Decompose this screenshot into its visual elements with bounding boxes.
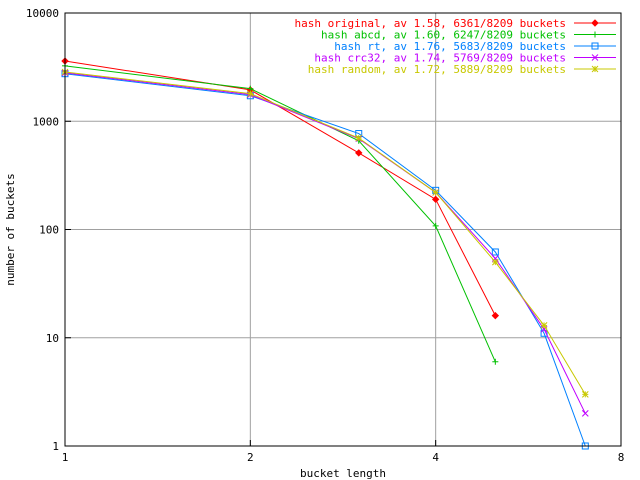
grid [64, 12, 622, 447]
x-tick-label: 4 [432, 451, 439, 464]
data-point [355, 134, 363, 142]
y-tick-label: 10000 [26, 7, 59, 20]
series-2 [62, 62, 499, 365]
data-point [591, 54, 599, 61]
series-3 [61, 70, 589, 450]
legend-item: hash abcd, av 1.60, 6247/8209 buckets [321, 29, 616, 42]
data-point [355, 149, 363, 157]
data-point [491, 311, 500, 320]
series-5 [61, 68, 589, 398]
data-point [581, 390, 589, 398]
data-point [591, 42, 599, 50]
y-axis-label: number of buckets [4, 173, 17, 286]
legend-label: hash crc32, av 1.74, 5769/8209 buckets [314, 52, 566, 65]
series-layer [61, 57, 589, 450]
data-point [246, 90, 254, 97]
series-line [64, 71, 586, 395]
legend-label: hash abcd, av 1.60, 6247/8209 buckets [321, 29, 566, 42]
data-point [491, 248, 499, 256]
x-tick-label: 8 [618, 451, 625, 464]
legend-item: hash random, av 1.72, 5889/8209 buckets [308, 63, 616, 76]
tick-labels: 1 2 4 8 1 10 100 1000 10000 [26, 7, 624, 464]
x-tick-label: 2 [247, 451, 254, 464]
series-line [64, 60, 496, 316]
y-tick-label: 1 [52, 440, 59, 453]
legend-item: hash crc32, av 1.74, 5769/8209 buckets [314, 52, 616, 65]
legend-item: hash rt, av 1.76, 5683/8209 buckets [334, 40, 616, 53]
data-point [432, 222, 439, 229]
legend-label: hash original, av 1.58, 6361/8209 bucket… [294, 17, 566, 30]
series-line [64, 65, 496, 362]
x-axis-label: bucket length [300, 467, 386, 480]
data-point [491, 258, 499, 266]
legend-label: hash rt, av 1.76, 5683/8209 buckets [334, 40, 566, 53]
data-point [431, 195, 440, 204]
series-line [64, 73, 586, 447]
data-point [540, 322, 548, 329]
data-point [432, 189, 440, 196]
y-tick-label: 10 [46, 332, 59, 345]
y-tick-label: 100 [39, 224, 59, 237]
data-point [592, 31, 598, 38]
legend-label: hash random, av 1.72, 5889/8209 buckets [308, 63, 566, 76]
data-point [591, 65, 599, 73]
legend-item: hash original, av 1.58, 6361/8209 bucket… [294, 17, 616, 30]
data-point [591, 19, 599, 27]
legend: hash original, av 1.58, 6361/8209 bucket… [294, 17, 616, 76]
y-tick-label: 1000 [33, 115, 60, 128]
data-point [581, 410, 589, 417]
data-point [492, 358, 499, 365]
x-tick-label: 1 [62, 451, 69, 464]
